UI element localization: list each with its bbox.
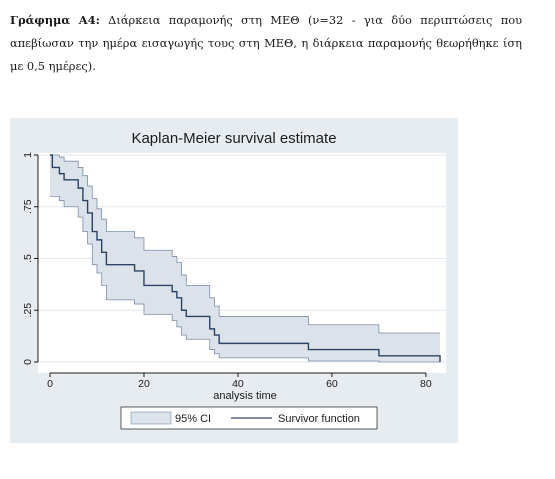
x-tick-label: 20 bbox=[138, 378, 150, 390]
x-tick-label: 0 bbox=[47, 378, 53, 390]
x-tick-label: 80 bbox=[420, 378, 432, 390]
ci-band-area bbox=[50, 155, 440, 362]
figure-caption: Γράφημα Α4: Διάρκεια παραμονής στη ΜΕΘ (… bbox=[10, 9, 522, 78]
y-tick-label: .75 bbox=[22, 199, 34, 214]
legend-ci-swatch bbox=[130, 411, 172, 425]
survivor-function-line bbox=[50, 154, 441, 362]
ci-upper-bound bbox=[50, 154, 440, 334]
confidence-band bbox=[50, 154, 440, 363]
y-tick-label: 0 bbox=[22, 359, 34, 365]
ci-lower-bound bbox=[50, 196, 440, 363]
caption-label: Γράφημα Α4: bbox=[10, 13, 100, 27]
figure-panel: Kaplan-Meier survival estimate 0 .25 .5 .75… bbox=[10, 118, 458, 443]
y-tick-label: .25 bbox=[22, 303, 34, 318]
axes: 0 .25 .5 .75 1 0 20 40 60 80 bbox=[22, 152, 432, 390]
legend-survivor-label: Survivor function bbox=[278, 413, 360, 425]
x-axis-label: analysis time bbox=[213, 390, 277, 402]
kaplan-meier-chart: Kaplan-Meier survival estimate 0 .25 .5 .75… bbox=[22, 130, 446, 430]
x-tick-label: 40 bbox=[232, 378, 244, 390]
legend: 95% CI Survivor function bbox=[120, 406, 378, 430]
legend-ci-label: 95% CI bbox=[175, 413, 211, 425]
x-tick-label: 60 bbox=[326, 378, 338, 390]
survivor-series bbox=[50, 154, 441, 362]
caption-text: Διάρκεια παραμονής στη ΜΕΘ (ν=32 - για δ… bbox=[10, 13, 522, 73]
y-tick-label: 1 bbox=[22, 152, 34, 158]
y-tick-label: .5 bbox=[22, 254, 34, 263]
chart-title: Kaplan-Meier survival estimate bbox=[131, 130, 336, 147]
